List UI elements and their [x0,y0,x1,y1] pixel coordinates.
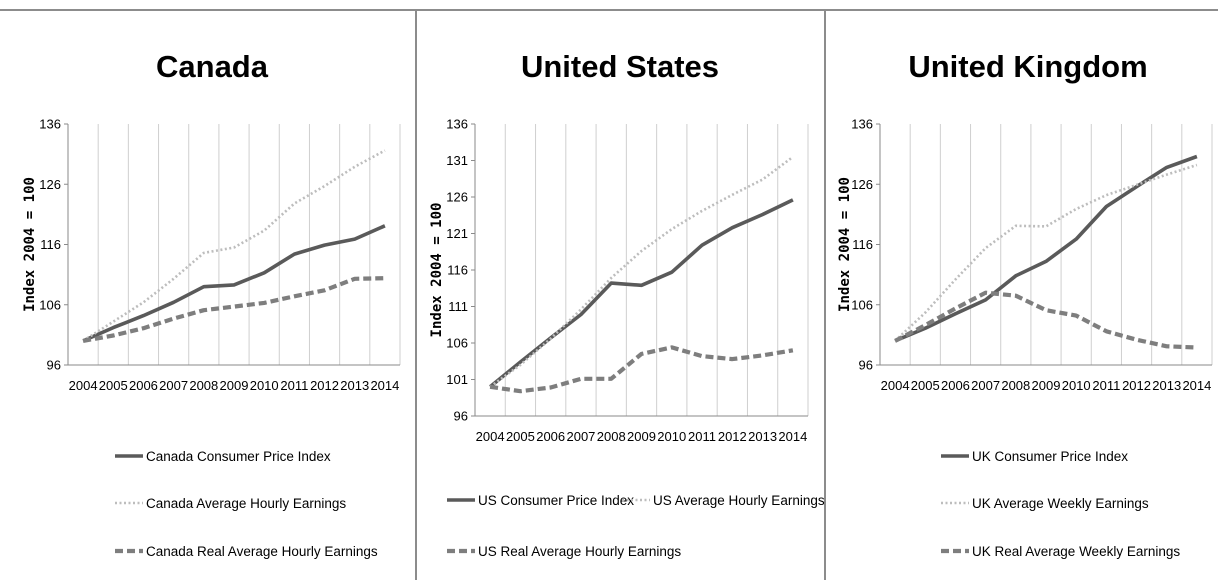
x-tick-label: 2005 [506,429,535,444]
x-tick-label: 2014 [778,429,807,444]
legend-label: UK Average Weekly Earnings [972,496,1149,511]
chart-panel-3: United Kingdom Index 2004 = 100 96 106 116 12… [837,49,1213,559]
y-tick-label: 106 [446,336,468,351]
y-tick-label: 136 [851,117,873,132]
series-line-2 [82,149,386,342]
legend-label: UK Consumer Price Index [972,449,1128,464]
legend-label: UK Real Average Weekly Earnings [972,544,1180,559]
x-tick-label: 2005 [99,378,128,393]
legend-label: US Average Hourly Earnings [653,493,825,508]
y-tick-label: 106 [39,297,61,312]
series-line-1 [488,198,794,389]
x-tick-label: 2011 [280,378,308,393]
y-tick-label: 136 [446,117,468,132]
x-tick-label: 2012 [718,429,747,444]
x-tick-label: 2014 [370,378,399,393]
x-tick-label: 2009 [220,378,249,393]
panel-divider-2 [824,10,826,580]
chart-title: United States [521,49,719,84]
x-tick-label: 2004 [881,378,910,393]
y-tick-label: 116 [447,263,468,278]
series-line-2 [894,163,1198,342]
y-tick-label: 116 [40,237,61,252]
y-tick-label: 136 [39,117,61,132]
x-tick-label: 2009 [627,429,656,444]
panel-divider-1 [415,10,417,580]
x-tick-label: 2013 [1152,378,1181,393]
legend-label: US Consumer Price Index [478,493,634,508]
y-tick-label: 126 [851,177,873,192]
y-tick-label: 126 [446,190,468,205]
x-tick-label: 2008 [189,378,218,393]
x-tick-label: 2008 [1001,378,1030,393]
series-line-3 [82,276,385,343]
legend-label: US Real Average Hourly Earnings [478,544,681,559]
x-tick-label: 2013 [748,429,777,444]
x-tick-label: 2014 [1182,378,1211,393]
x-tick-label: 2005 [911,378,940,393]
x-tick-label: 2010 [1062,378,1091,393]
y-tick-label: 101 [446,372,468,387]
y-tick-label: 126 [39,177,61,192]
x-tick-label: 2007 [566,429,595,444]
y-axis-label: Index 2004 = 100 [22,177,38,312]
x-tick-label: 2007 [159,378,188,393]
x-tick-label: 2006 [129,378,158,393]
top-border [0,9,1218,11]
y-tick-label: 106 [851,297,873,312]
y-tick-label: 96 [454,409,468,424]
x-tick-label: 2011 [1092,378,1120,393]
x-tick-label: 2006 [941,378,970,393]
x-tick-label: 2010 [250,378,279,393]
chart-title: Canada [156,49,269,84]
y-tick-label: 116 [852,237,873,252]
x-tick-label: 2011 [688,429,716,444]
x-tick-label: 2010 [657,429,686,444]
y-tick-label: 96 [47,358,61,373]
y-tick-label: 96 [859,358,873,373]
series-line-3 [489,345,794,394]
legend-label: Canada Average Hourly Earnings [146,496,346,511]
y-tick-label: 121 [446,226,468,241]
series-line-1 [82,224,386,343]
y-tick-label: 131 [446,153,468,168]
x-tick-label: 2012 [1122,378,1151,393]
chart-panel-2: United States Index 2004 = 100 96 101 106 111… [429,49,825,559]
legend-label: Canada Consumer Price Index [146,449,331,464]
y-tick-label: 111 [448,299,468,314]
x-tick-label: 2013 [340,378,369,393]
x-tick-label: 2004 [476,429,505,444]
x-tick-label: 2008 [597,429,626,444]
chart-panel-1: Canada Index 2004 = 100 96 106 116 126 136 2004… [22,49,401,559]
legend-label: Canada Real Average Hourly Earnings [146,544,378,559]
x-tick-label: 2009 [1032,378,1061,393]
y-axis-label: Index 2004 = 100 [429,203,445,338]
x-tick-label: 2012 [310,378,339,393]
series-line-1 [894,154,1198,343]
x-tick-label: 2006 [536,429,565,444]
series-line-2 [489,155,794,388]
y-axis-label: Index 2004 = 100 [837,177,853,312]
x-tick-label: 2007 [971,378,1000,393]
chart-title: United Kingdom [908,49,1147,84]
x-tick-label: 2004 [69,378,98,393]
